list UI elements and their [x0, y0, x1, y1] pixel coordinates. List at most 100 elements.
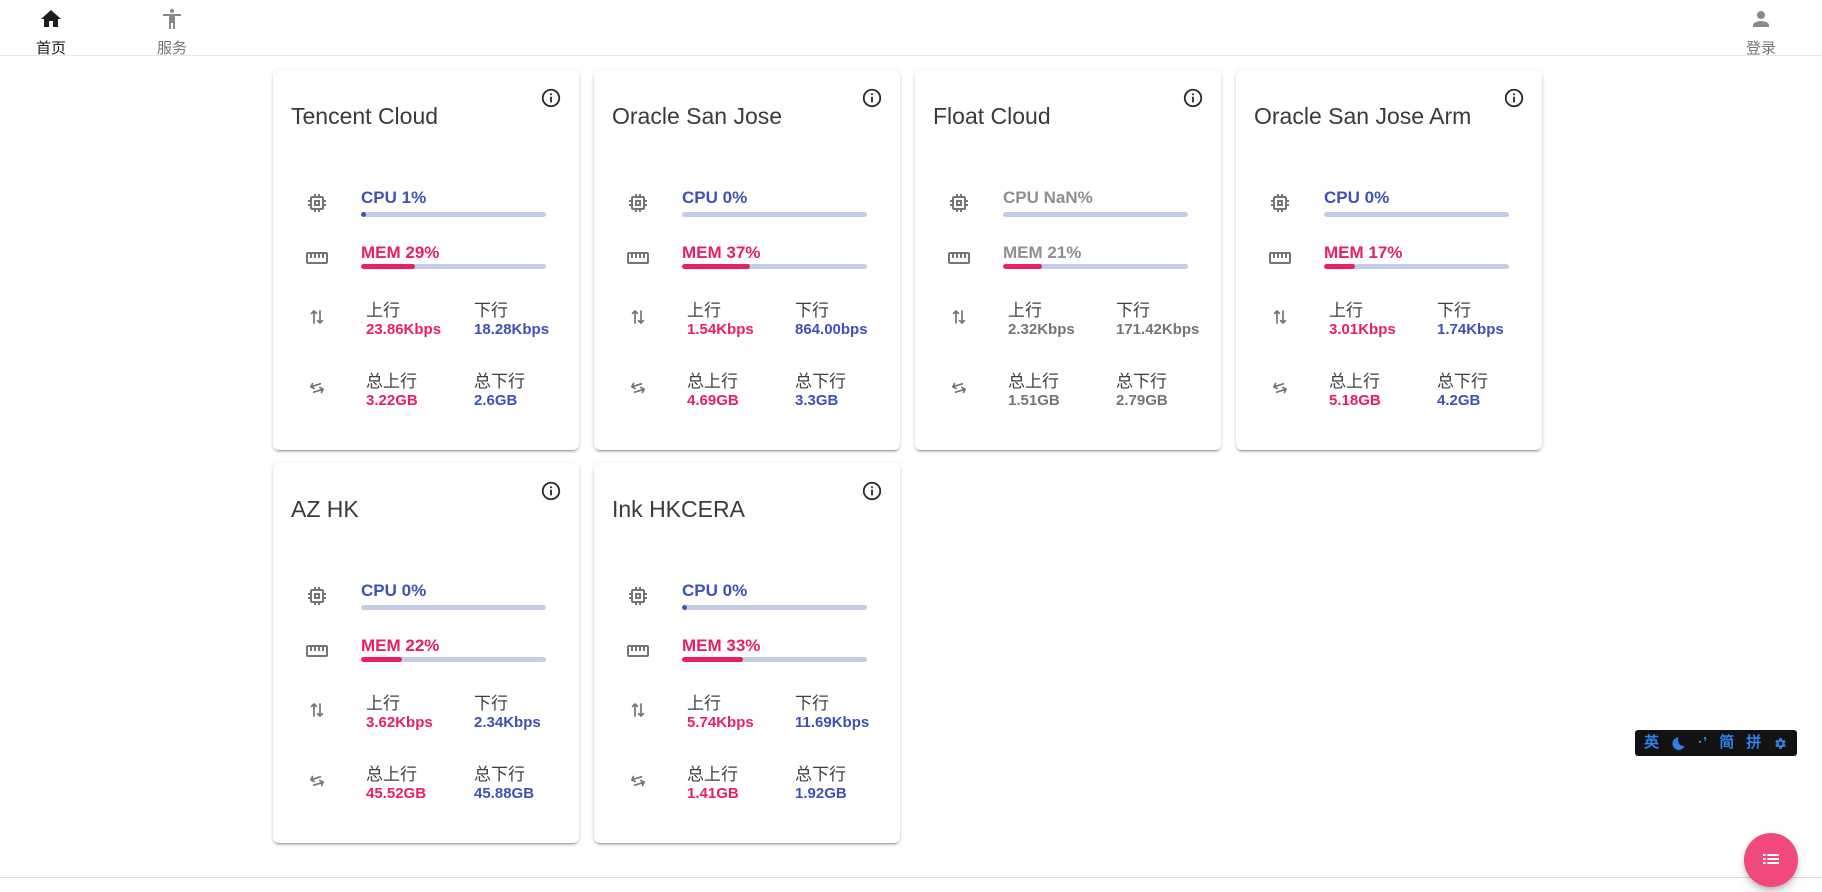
mem-progress-fill: [682, 264, 751, 269]
cpu-progress-fill: [682, 605, 687, 610]
total-download-value: 1.92GB: [795, 785, 847, 802]
download-speed: 2.34Kbps: [474, 714, 541, 731]
memory-ruler-icon: [1268, 246, 1292, 270]
total-download-value: 3.3GB: [795, 392, 839, 409]
nav-item-login[interactable]: 登录: [1746, 7, 1776, 58]
memory-ruler-icon: [305, 639, 329, 663]
home-icon: [39, 7, 63, 36]
upload-speed: 2.32Kbps: [1008, 321, 1075, 338]
cpu-progress-bar: [682, 212, 867, 217]
cpu-usage-text: CPU 0%: [1324, 188, 1390, 207]
download-speed: 11.69Kbps: [795, 714, 870, 731]
ime-pinyin-indicator[interactable]: 拼: [1746, 734, 1762, 751]
total-upload-value: 5.18GB: [1329, 392, 1381, 409]
cpu-usage-text: CPU 0%: [361, 581, 427, 600]
updown-arrows-icon: [305, 698, 329, 722]
footer-divider: [0, 877, 1822, 878]
total-download-label: 总下行: [1437, 372, 1488, 391]
info-icon[interactable]: [1502, 87, 1526, 111]
cpu-progress-bar: [1324, 212, 1509, 217]
cpu-progress-bar: [361, 212, 546, 217]
mem-usage-text: MEM 37%: [682, 243, 761, 262]
total-upload-label: 总上行: [687, 372, 738, 391]
mem-progress-fill: [1003, 264, 1042, 269]
download-label: 下行: [795, 301, 829, 320]
total-upload-label: 总上行: [366, 765, 417, 784]
mem-progress-bar: [361, 657, 546, 662]
cpu-usage-text: CPU 0%: [682, 188, 748, 207]
mem-progress-bar: [1003, 264, 1188, 269]
upload-label: 上行: [366, 694, 400, 713]
ime-punctuation-indicator[interactable]: ·’: [1698, 734, 1708, 751]
nav-login-label: 登录: [1745, 40, 1776, 57]
total-download-label: 总下行: [795, 372, 846, 391]
swap-arrows-icon: [1268, 376, 1292, 400]
total-download-label: 总下行: [795, 765, 846, 784]
nav-home-label: 首页: [36, 40, 67, 57]
cpu-chip-icon: [947, 191, 971, 215]
cpu-usage-text: CPU 0%: [682, 581, 748, 600]
total-download-label: 总下行: [474, 372, 525, 391]
server-name: AZ HK: [291, 496, 359, 522]
upload-label: 上行: [366, 301, 400, 320]
services-person-icon: [160, 7, 184, 36]
server-card: AZ HK CPU 0% MEM 22% 上行 下行 3.62Kbps 2.34…: [273, 463, 579, 843]
swap-arrows-icon: [626, 376, 650, 400]
server-name: Ink HKCERA: [612, 496, 745, 522]
cpu-progress-bar: [1003, 212, 1188, 217]
upload-speed: 3.01Kbps: [1329, 321, 1396, 338]
mem-usage-text: MEM 17%: [1324, 243, 1403, 262]
total-download-value: 45.88GB: [474, 785, 535, 802]
swap-arrows-icon: [947, 376, 971, 400]
server-list-fab[interactable]: [1744, 833, 1798, 887]
server-name: Oracle San Jose: [612, 103, 783, 129]
cpu-chip-icon: [305, 191, 329, 215]
swap-arrows-icon: [626, 769, 650, 793]
upload-speed: 5.74Kbps: [687, 714, 754, 731]
upload-label: 上行: [687, 301, 721, 320]
upload-speed: 1.54Kbps: [687, 321, 754, 338]
upload-speed: 23.86Kbps: [366, 321, 442, 338]
swap-arrows-icon: [305, 769, 329, 793]
memory-ruler-icon: [305, 246, 329, 270]
cpu-usage-text: CPU 1%: [361, 188, 427, 207]
mem-progress-bar: [361, 264, 546, 269]
moon-icon[interactable]: [1671, 736, 1686, 751]
upload-label: 上行: [687, 694, 721, 713]
info-icon[interactable]: [539, 87, 563, 111]
cpu-chip-icon: [626, 584, 650, 608]
download-label: 下行: [1116, 301, 1150, 320]
download-label: 下行: [795, 694, 829, 713]
cpu-progress-fill: [361, 212, 366, 217]
mem-progress-fill: [361, 657, 402, 662]
total-download-value: 2.79GB: [1116, 392, 1168, 409]
updown-arrows-icon: [1268, 305, 1292, 329]
ime-lang-indicator[interactable]: 英: [1644, 734, 1660, 751]
mem-progress-fill: [1324, 264, 1356, 269]
ime-simplified-indicator[interactable]: 简: [1719, 734, 1735, 751]
input-method-bar[interactable]: 英 ·’ 简 拼: [1635, 730, 1798, 756]
download-label: 下行: [474, 301, 508, 320]
total-upload-value: 4.69GB: [687, 392, 739, 409]
upload-speed: 3.62Kbps: [366, 714, 433, 731]
cpu-progress-bar: [682, 605, 867, 610]
mem-progress-bar: [1324, 264, 1509, 269]
mem-progress-bar: [682, 657, 867, 662]
info-icon[interactable]: [539, 480, 563, 504]
total-download-label: 总下行: [474, 765, 525, 784]
mem-progress-bar: [682, 264, 867, 269]
nav-item-home[interactable]: 首页: [36, 7, 66, 58]
total-upload-label: 总上行: [1329, 372, 1380, 391]
mem-usage-text: MEM 22%: [361, 636, 440, 655]
nav-item-services[interactable]: 服务: [157, 7, 187, 58]
total-upload-label: 总上行: [1008, 372, 1059, 391]
info-icon[interactable]: [860, 87, 884, 111]
info-icon[interactable]: [1181, 87, 1205, 111]
mem-progress-fill: [682, 657, 744, 662]
total-upload-value: 45.52GB: [366, 785, 427, 802]
info-icon[interactable]: [860, 480, 884, 504]
gear-icon[interactable]: [1773, 736, 1788, 751]
memory-ruler-icon: [947, 246, 971, 270]
total-download-value: 2.6GB: [474, 392, 518, 409]
upload-label: 上行: [1008, 301, 1042, 320]
